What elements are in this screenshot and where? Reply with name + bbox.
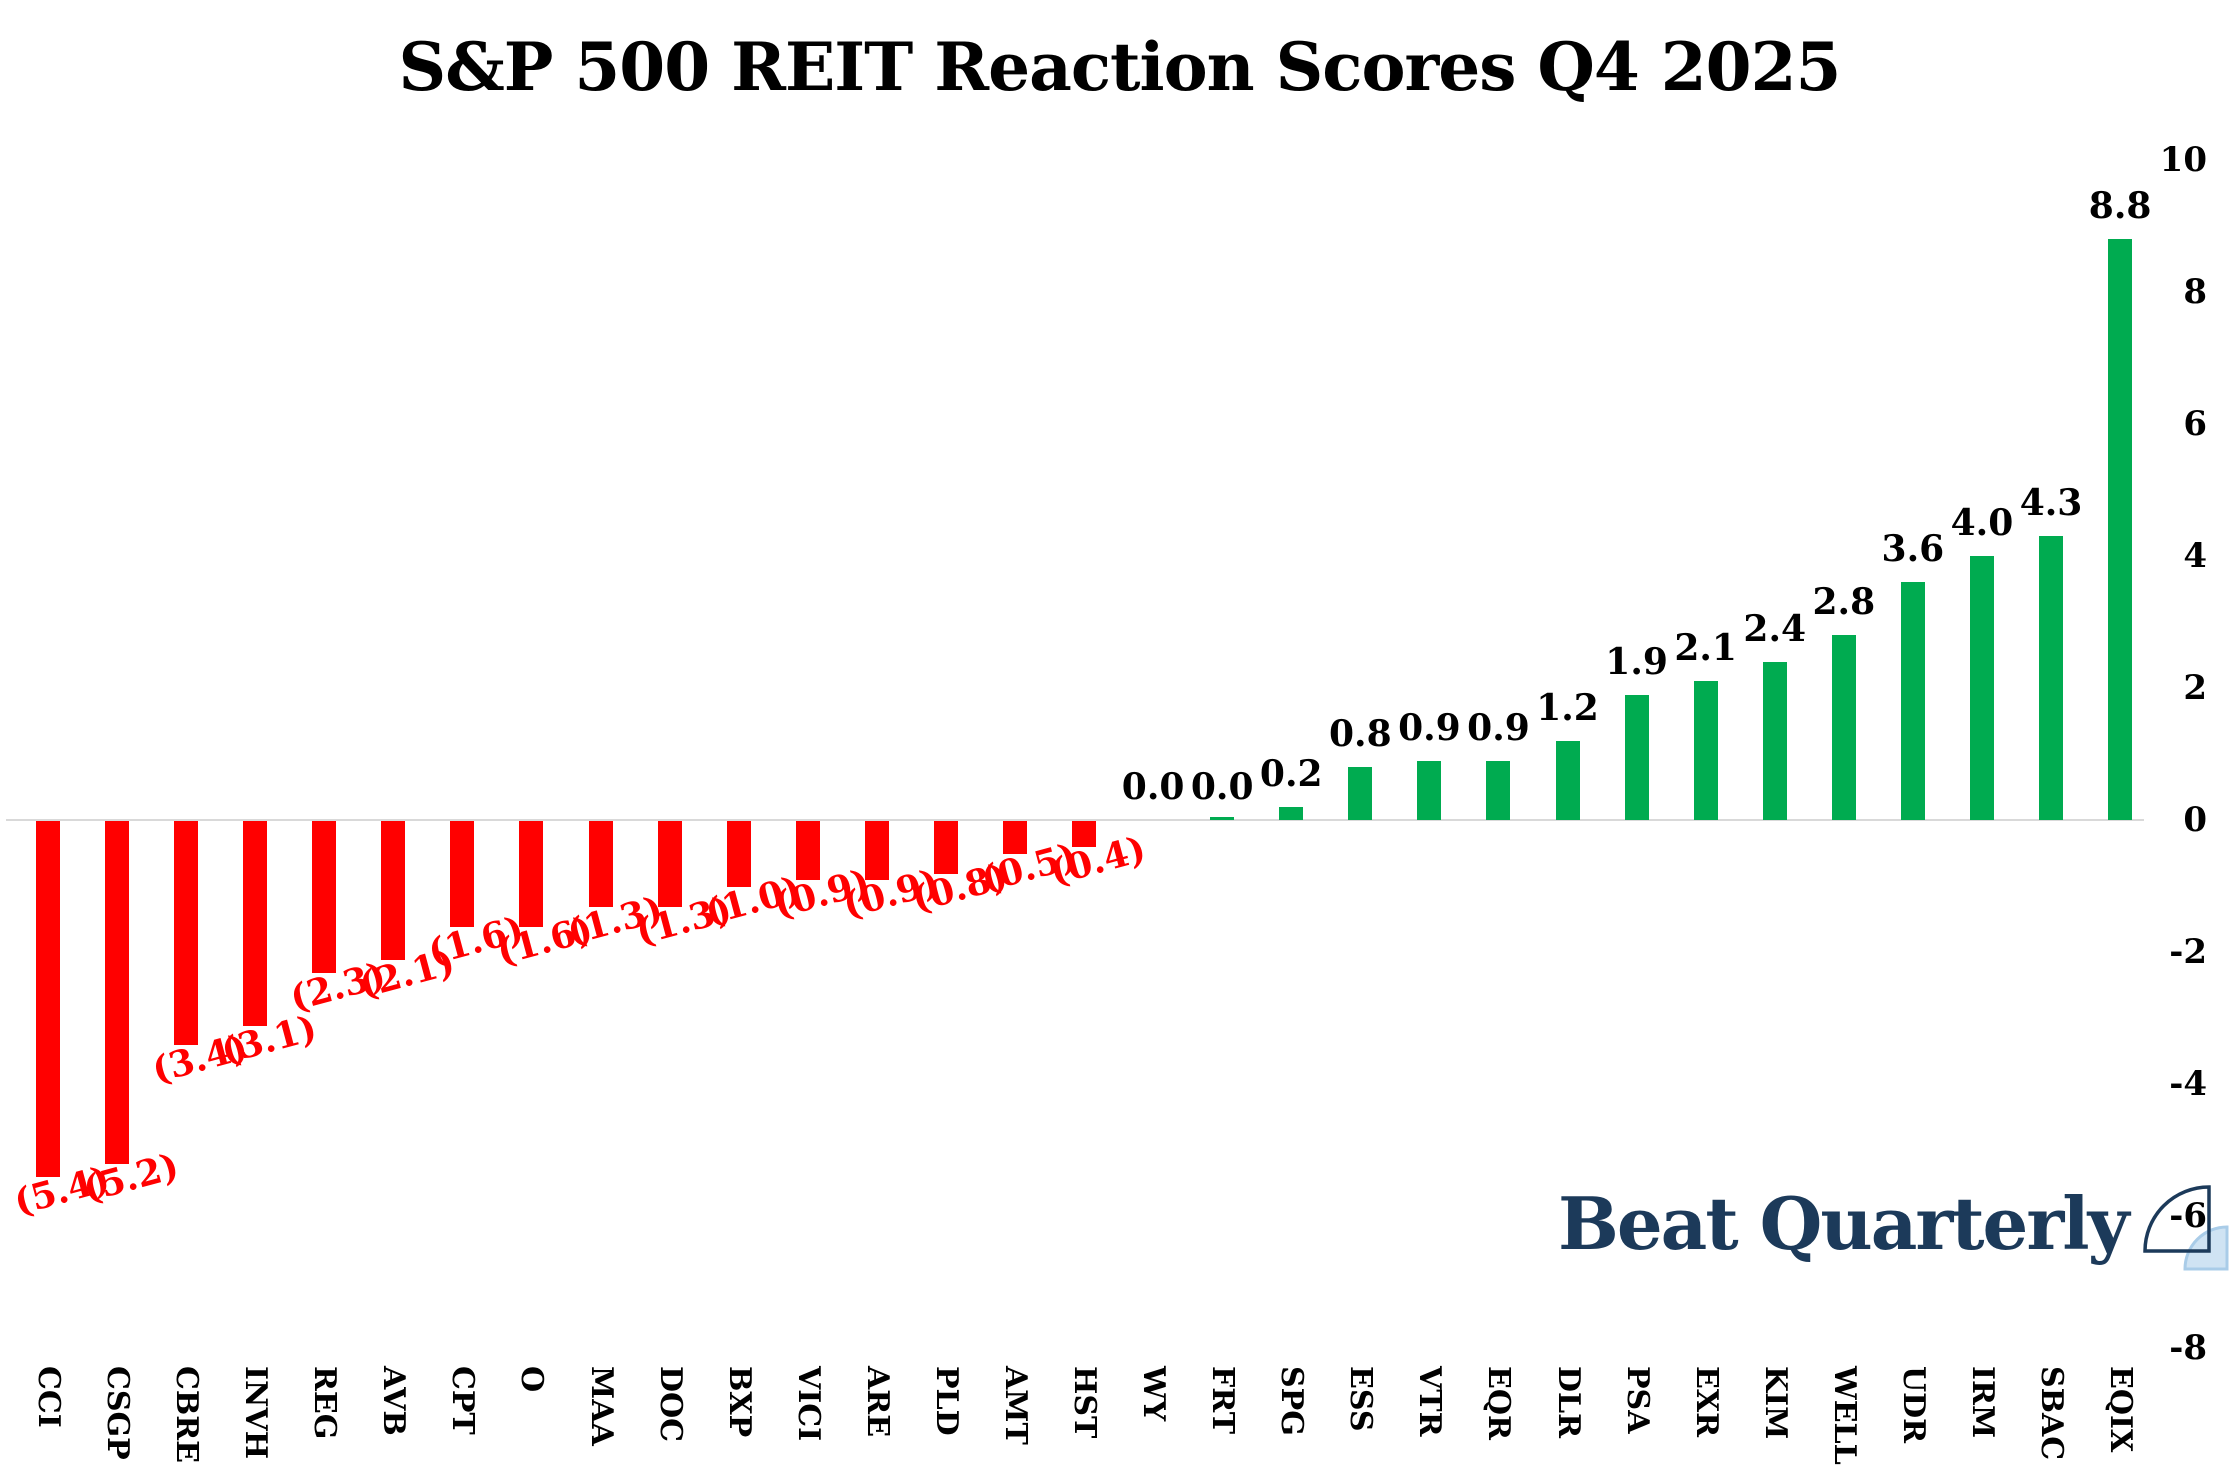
bar-FRT [1210,817,1235,820]
bar-PSA [1624,694,1649,820]
x-tick-EQR: EQR [1481,1366,1517,1440]
x-tick-SPG: SPG [1274,1366,1310,1436]
bar-O [519,821,544,927]
x-tick-WELL: WELL [1826,1366,1862,1465]
x-tick-O: O [514,1366,550,1393]
y-tick-2: 2 [2183,668,2207,708]
x-tick-IRM: IRM [1964,1366,2000,1439]
value-label-EXR: 2.1 [1674,627,1737,670]
x-tick-ARE: ARE [859,1366,895,1438]
x-tick-BXP: BXP [721,1366,757,1438]
bar-EQIX [2108,239,2133,820]
x-tick-ESS: ESS [1343,1366,1379,1432]
x-tick-PSA: PSA [1619,1366,1655,1434]
x-tick-FRT: FRT [1205,1366,1241,1435]
bar-DOC [657,821,682,907]
x-tick-EQIX: EQIX [2103,1366,2139,1453]
bar-AMT [1002,821,1027,854]
y-tick--2: -2 [2169,932,2207,972]
bar-IRM [1969,556,1994,820]
x-tick-VTR: VTR [1412,1366,1448,1437]
bar-ARE [864,821,889,881]
value-label-UDR: 3.6 [1881,528,1945,571]
x-tick-UDR: UDR [1895,1366,1931,1444]
value-label-WY: 0.0 [1121,766,1185,808]
x-tick-INVH: INVH [238,1366,274,1460]
bar-BXP [726,821,751,887]
chart-title: S&P 500 REIT Reaction Scores Q4 2025 [398,28,1842,106]
value-label-ESS: 0.8 [1329,713,1392,756]
value-label-PSA: 1.9 [1605,640,1668,683]
x-tick-MAA: MAA [583,1366,619,1446]
value-label-VTR: 0.9 [1398,706,1461,749]
bar-AVB [381,821,406,960]
value-label-EQIX: 8.8 [2088,185,2152,228]
bar-REG [312,821,337,973]
quarter-sail-icon [2143,1185,2229,1271]
x-tick-SBAC: SBAC [2034,1366,2070,1461]
bar-KIM [1762,661,1787,820]
y-tick-6: 6 [2183,404,2207,444]
y-tick--8: -8 [2169,1328,2207,1368]
y-tick-4: 4 [2183,536,2207,576]
y-tick-10: 10 [2159,140,2207,180]
bar-INVH [243,821,268,1026]
x-tick-CSGP: CSGP [100,1366,136,1460]
bar-PLD [933,821,958,874]
x-tick-CCI: CCI [31,1366,66,1428]
x-tick-REG: REG [307,1366,343,1440]
bar-EXR [1693,681,1718,820]
bar-UDR [1900,582,1925,820]
value-label-IRM: 4.0 [1950,502,2014,544]
x-tick-CPT: CPT [445,1366,481,1435]
logo-wordmark: Beat Quarterly [1558,1180,2129,1266]
y-tick--6: -6 [2169,1196,2207,1236]
bar-CCI [36,821,60,1178]
x-tick-DOC: DOC [652,1366,688,1443]
value-label-WELL: 2.8 [1812,581,1876,624]
zero-baseline [6,819,2144,821]
x-tick-CBRE: CBRE [169,1366,205,1464]
bar-VTR [1417,760,1442,820]
x-tick-PLD: PLD [928,1366,964,1436]
x-tick-AMT: AMT [997,1366,1033,1445]
x-tick-HST: HST [1067,1366,1103,1439]
bar-ESS [1348,767,1373,820]
value-label-SBAC: 4.3 [2019,482,2083,525]
x-tick-VICI: VICI [790,1366,826,1442]
value-label-KIM: 2.4 [1743,607,1807,650]
bar-CPT [450,821,475,927]
beat-quarterly-logo: Beat Quarterly [1558,1165,2237,1281]
bar-VICI [795,821,820,881]
value-label-DLR: 1.2 [1536,686,1599,729]
value-label-CSGP: (5.2) [78,1145,184,1211]
bar-CSGP [105,821,130,1165]
x-tick-WY: WY [1136,1366,1172,1422]
y-tick-8: 8 [2183,272,2207,312]
x-tick-EXR: EXR [1688,1366,1724,1438]
y-tick-0: 0 [2183,800,2207,840]
x-tick-AVB: AVB [376,1366,412,1436]
value-label-EQR: 0.9 [1467,706,1530,749]
x-tick-DLR: DLR [1550,1366,1586,1439]
value-label-FRT: 0.0 [1190,766,1254,808]
bar-HST [1072,821,1097,848]
bar-EQR [1486,760,1511,820]
bar-CBRE [174,821,199,1046]
value-label-SPG: 0.2 [1259,752,1323,795]
y-tick--4: -4 [2169,1064,2207,1104]
bar-SBAC [2039,536,2064,820]
bar-DLR [1555,740,1580,820]
x-tick-KIM: KIM [1757,1366,1793,1440]
bar-MAA [588,821,613,907]
bar-SPG [1279,806,1304,820]
bar-WELL [1831,635,1856,820]
